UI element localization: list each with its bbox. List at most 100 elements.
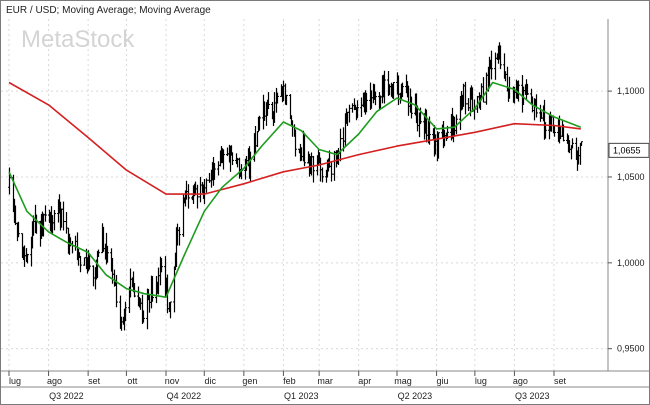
watermark: MetaStock	[21, 26, 135, 53]
price-bar	[74, 235, 77, 251]
price-bar	[348, 104, 351, 123]
price-bar	[124, 301, 127, 322]
price-bar	[392, 81, 395, 99]
price-bar	[8, 167, 11, 195]
price-bar	[580, 141, 583, 146]
price-bar	[499, 45, 502, 70]
x-tick-label: set	[88, 376, 101, 386]
price-bar	[106, 245, 109, 263]
x-tick-label: giu	[437, 376, 449, 386]
price-bar	[339, 128, 342, 162]
price-bar	[133, 282, 136, 298]
price-bar	[26, 253, 29, 264]
y-tick-label: 1,0000	[617, 258, 645, 268]
price-bar	[294, 129, 297, 157]
price-bar	[226, 147, 229, 157]
price-bar	[115, 274, 118, 308]
price-bar	[351, 103, 354, 113]
price-bar	[258, 115, 261, 131]
price-bar	[517, 80, 520, 102]
price-bar	[312, 155, 315, 183]
price-bar	[535, 94, 538, 118]
price-bar	[360, 97, 363, 117]
price-bar	[231, 152, 234, 166]
last-value-marker: 1,0655	[608, 142, 649, 158]
price-bar	[97, 249, 100, 257]
price-bar	[401, 82, 404, 98]
price-bars	[8, 42, 583, 331]
moving-average-short-line	[8, 81, 582, 298]
x-tick-label: feb	[283, 376, 296, 386]
x-tick-label: ott	[127, 376, 138, 386]
price-bar	[169, 301, 172, 319]
price-bar	[256, 131, 259, 147]
y-tick-label: 0,9500	[617, 344, 645, 354]
price-bar	[151, 276, 154, 302]
y-axis-ticks: 0,9500 1,0000 1,0500 1,1000	[608, 86, 645, 354]
price-bar	[17, 221, 20, 238]
price-bar	[330, 161, 333, 182]
price-bar	[464, 81, 467, 115]
price-bar	[467, 98, 470, 112]
price-bar	[129, 268, 132, 298]
quarter-label: Q3 2022	[49, 391, 84, 401]
y-tick-label: 1,0500	[617, 172, 645, 182]
x-tick-label: ago	[47, 376, 62, 386]
x-tick-label: lug	[475, 376, 487, 386]
price-bar	[494, 52, 497, 80]
grid-layer	[1, 19, 608, 371]
price-bar	[196, 184, 199, 209]
price-bar	[437, 132, 440, 159]
moving-average-long-line	[8, 81, 581, 195]
x-tick-label: mar	[317, 376, 333, 386]
quarter-label: Q4 2022	[167, 391, 202, 401]
chart-title: EUR / USD; Moving Average; Moving Averag…	[6, 5, 211, 16]
price-bar	[571, 138, 574, 149]
price-bar	[71, 240, 74, 254]
x-axis-ticks: lug ago set ott nov dic gen feb mar apr mag giu lug a…	[8, 371, 567, 401]
x-tick-label: ago	[513, 376, 528, 386]
y-tick-label: 1,1000	[617, 86, 645, 96]
price-bar	[321, 167, 324, 183]
price-bar	[217, 161, 220, 176]
x-tick-label: gen	[242, 376, 257, 386]
quarter-label: Q2 2023	[398, 391, 433, 401]
price-bar	[365, 92, 368, 113]
price-bar	[92, 265, 95, 287]
moving-averages	[8, 81, 582, 298]
price-bar	[205, 178, 208, 193]
price-bar	[160, 258, 163, 273]
price-bar	[88, 253, 91, 270]
price-bar	[178, 227, 181, 246]
price-bar	[83, 257, 86, 266]
price-bar	[79, 256, 82, 273]
price-bar	[303, 132, 306, 167]
x-tick-label: dic	[205, 376, 217, 386]
price-bar	[356, 100, 359, 119]
price-bar	[222, 149, 225, 170]
price-bar	[374, 91, 377, 106]
price-bar	[53, 209, 56, 231]
price-bar	[410, 96, 413, 119]
price-bar	[187, 184, 190, 209]
price-bar	[44, 205, 47, 222]
price-bar	[291, 120, 294, 137]
x-tick-label: set	[554, 376, 567, 386]
price-bar	[490, 50, 493, 80]
price-bar	[276, 92, 279, 104]
price-bar	[383, 70, 386, 104]
price-bar	[142, 310, 145, 323]
price-bar	[333, 150, 336, 181]
price-bar	[62, 201, 65, 231]
price-bar	[199, 176, 202, 203]
last-value-label: 1,0655	[613, 145, 641, 155]
price-bar	[208, 172, 211, 183]
price-bar	[526, 83, 529, 96]
last-value-box	[608, 142, 649, 158]
quarter-label: Q1 2023	[284, 391, 319, 401]
price-bar	[482, 77, 485, 103]
x-tick-label: lug	[9, 376, 21, 386]
price-bar	[267, 92, 270, 109]
